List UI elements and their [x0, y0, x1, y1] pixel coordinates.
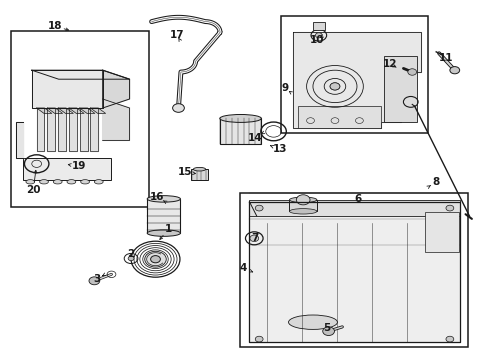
Polygon shape: [249, 202, 459, 342]
Circle shape: [296, 195, 309, 205]
Text: 5: 5: [323, 323, 329, 333]
Ellipse shape: [288, 315, 337, 329]
Text: 6: 6: [354, 194, 361, 204]
Bar: [383, 56, 416, 122]
Text: 17: 17: [169, 30, 184, 40]
Polygon shape: [58, 108, 66, 151]
Polygon shape: [69, 108, 77, 151]
Text: 20: 20: [26, 185, 41, 195]
Text: 12: 12: [382, 59, 397, 69]
Text: 14: 14: [247, 132, 262, 143]
Polygon shape: [47, 108, 62, 113]
Bar: [289, 200, 316, 211]
Text: 16: 16: [150, 192, 164, 202]
Polygon shape: [80, 108, 95, 113]
Bar: [219, 118, 261, 144]
Text: 15: 15: [177, 167, 192, 177]
Polygon shape: [58, 108, 73, 113]
Polygon shape: [32, 70, 102, 108]
Bar: [249, 200, 459, 216]
Circle shape: [329, 83, 339, 90]
Polygon shape: [102, 99, 129, 140]
Circle shape: [249, 235, 258, 242]
Polygon shape: [37, 108, 52, 113]
Text: 8: 8: [432, 177, 439, 187]
Polygon shape: [47, 108, 55, 151]
Polygon shape: [90, 108, 105, 113]
Text: 1: 1: [165, 224, 172, 234]
Ellipse shape: [94, 180, 103, 184]
Ellipse shape: [147, 196, 180, 202]
Text: 13: 13: [272, 144, 286, 154]
Circle shape: [128, 256, 134, 261]
Text: 19: 19: [72, 161, 86, 171]
Ellipse shape: [193, 167, 205, 171]
Circle shape: [255, 336, 263, 342]
Polygon shape: [80, 108, 87, 151]
Circle shape: [445, 205, 453, 211]
Ellipse shape: [219, 114, 261, 122]
Bar: [147, 199, 180, 233]
Text: 2: 2: [127, 249, 134, 259]
Text: 4: 4: [239, 263, 247, 273]
Polygon shape: [32, 70, 129, 79]
Ellipse shape: [67, 180, 76, 184]
Text: 18: 18: [47, 21, 62, 31]
Ellipse shape: [26, 180, 35, 184]
Circle shape: [144, 251, 166, 267]
Text: 10: 10: [309, 35, 324, 45]
Polygon shape: [90, 108, 98, 151]
Text: 9: 9: [281, 83, 287, 93]
Circle shape: [315, 33, 322, 38]
Circle shape: [150, 256, 160, 263]
Ellipse shape: [147, 230, 180, 236]
Text: 11: 11: [438, 53, 452, 63]
Bar: [298, 106, 381, 128]
Polygon shape: [293, 32, 420, 128]
Circle shape: [449, 67, 459, 74]
Bar: [281, 16, 427, 133]
Circle shape: [445, 336, 453, 342]
Polygon shape: [37, 108, 44, 151]
Circle shape: [322, 327, 334, 336]
Ellipse shape: [81, 180, 89, 184]
Ellipse shape: [289, 209, 316, 214]
Circle shape: [172, 104, 184, 112]
Ellipse shape: [40, 180, 48, 184]
Bar: [190, 169, 208, 180]
Polygon shape: [102, 70, 129, 108]
Circle shape: [89, 277, 100, 285]
Bar: [239, 193, 468, 347]
Bar: [425, 212, 458, 252]
Bar: [11, 31, 149, 207]
Ellipse shape: [53, 180, 62, 184]
Polygon shape: [69, 108, 84, 113]
Text: 7: 7: [251, 233, 259, 243]
Circle shape: [255, 205, 263, 211]
Text: 3: 3: [93, 274, 100, 284]
Bar: [23, 158, 111, 180]
Circle shape: [407, 69, 416, 75]
Ellipse shape: [289, 197, 316, 202]
Polygon shape: [16, 122, 23, 158]
Bar: [312, 22, 324, 30]
